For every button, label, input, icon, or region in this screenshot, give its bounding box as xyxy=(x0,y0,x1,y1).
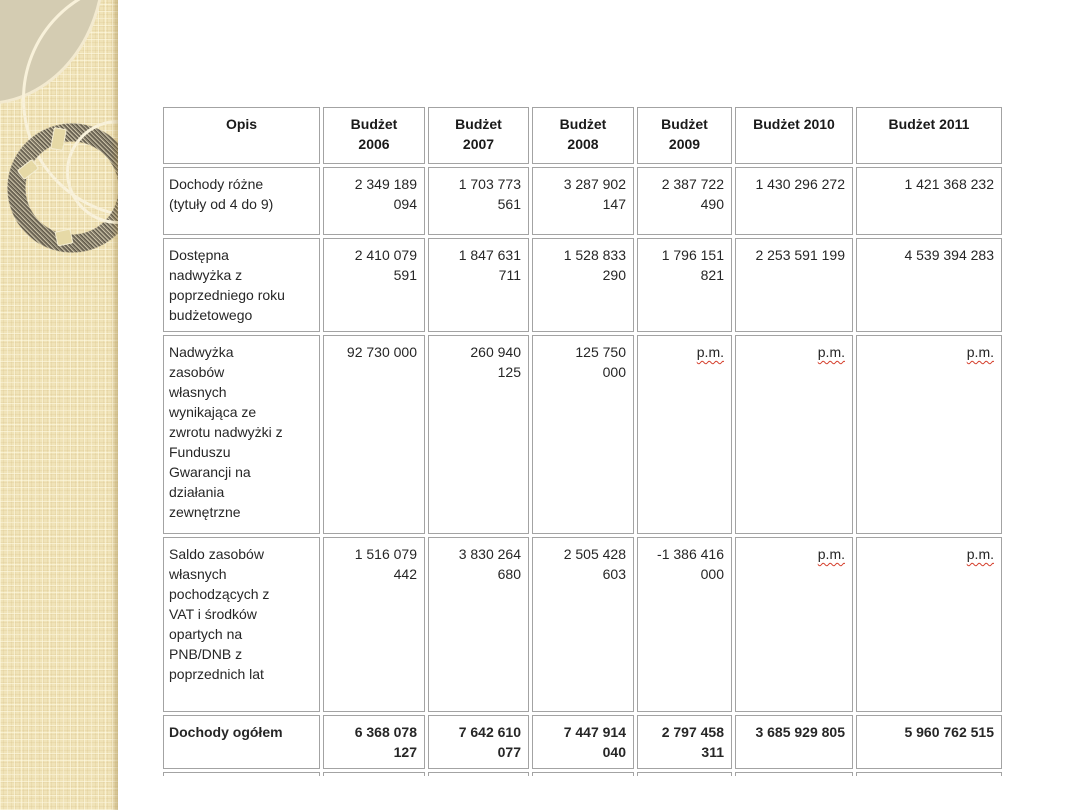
value-cell: 92 730 000 xyxy=(323,335,425,534)
row-label-cell: Nadwyżka zasobów własnych wynikająca ze … xyxy=(163,335,320,534)
value-cell: 1 703 773 561 xyxy=(428,167,529,235)
row-label-cell: Dostępna nadwyżka z poprzedniego roku bu… xyxy=(163,238,320,332)
row-label-cell xyxy=(163,772,320,776)
value-cell: 3 830 264 680 xyxy=(428,537,529,712)
value-cell: 1 516 079 442 xyxy=(323,537,425,712)
row-label-cell: Saldo zasobów własnych pochodzących z VA… xyxy=(163,537,320,712)
value-cell: 3 685 929 805 xyxy=(735,715,853,769)
value-cell: 6 368 078 127 xyxy=(323,715,425,769)
value-cell: 2 253 591 199 xyxy=(735,238,853,332)
value-cell: 1 528 833 290 xyxy=(532,238,634,332)
value-cell: 4 539 394 283 xyxy=(856,238,1002,332)
value-cell xyxy=(637,772,732,776)
column-header-b2007: Budżet 2007 xyxy=(428,107,529,164)
pm-value: p.m. xyxy=(817,546,845,562)
table-header-row: Opis Budżet 2006 Budżet 2007 Budżet 2008 Bud… xyxy=(163,107,1002,164)
column-header-b2006: Budżet 2006 xyxy=(323,107,425,164)
value-cell: 2 410 079 591 xyxy=(323,238,425,332)
table-row-partial xyxy=(163,772,1002,776)
value-cell: 7 642 610 077 xyxy=(428,715,529,769)
value-cell: 2 349 189 094 xyxy=(323,167,425,235)
value-cell: 7 447 914 040 xyxy=(532,715,634,769)
value-cell: p.m. xyxy=(735,335,853,534)
pm-value: p.m. xyxy=(966,546,994,562)
column-header-b2008: Budżet 2008 xyxy=(532,107,634,164)
value-cell: -1 386 416 000 xyxy=(637,537,732,712)
value-cell: 1 847 631 711 xyxy=(428,238,529,332)
budget-table: Opis Budżet 2006 Budżet 2007 Budżet 2008 Bud… xyxy=(160,104,1005,776)
value-cell xyxy=(323,772,425,776)
value-cell: 2 797 458 311 xyxy=(637,715,732,769)
column-header-b2010: Budżet 2010 xyxy=(735,107,853,164)
value-cell: p.m. xyxy=(735,537,853,712)
value-cell xyxy=(428,772,529,776)
value-cell: p.m. xyxy=(637,335,732,534)
value-cell: 1 430 296 272 xyxy=(735,167,853,235)
value-cell: 5 960 762 515 xyxy=(856,715,1002,769)
row-label-cell: Dochody ogółem xyxy=(163,715,320,769)
value-cell: 1 421 368 232 xyxy=(856,167,1002,235)
budget-table-container: Opis Budżet 2006 Budżet 2007 Budżet 2008 Bud… xyxy=(160,104,1008,776)
value-cell: 125 750 000 xyxy=(532,335,634,534)
table-row: Dochody ogółem 6 368 078 127 7 642 610 077… xyxy=(163,715,1002,769)
row-label-cell: Dochody różne (tytuły od 4 do 9) xyxy=(163,167,320,235)
value-cell: 2 387 722 490 xyxy=(637,167,732,235)
table-row: Saldo zasobów własnych pochodzących z VA… xyxy=(163,537,1002,712)
pm-value: p.m. xyxy=(966,344,994,360)
decorative-sidebar xyxy=(0,0,118,810)
column-header-b2011: Budżet 2011 xyxy=(856,107,1002,164)
value-cell: 3 287 902 147 xyxy=(532,167,634,235)
table-row: Dostępna nadwyżka z poprzedniego roku bu… xyxy=(163,238,1002,332)
table-row: Nadwyżka zasobów własnych wynikająca ze … xyxy=(163,335,1002,534)
value-cell xyxy=(856,772,1002,776)
pm-value: p.m. xyxy=(696,344,724,360)
value-cell: 1 796 151 821 xyxy=(637,238,732,332)
table-row: Dochody różne (tytuły od 4 do 9) 2 349 18… xyxy=(163,167,1002,235)
column-header-opis: Opis xyxy=(163,107,320,164)
value-cell: 260 940 125 xyxy=(428,335,529,534)
column-header-b2009: Budżet 2009 xyxy=(637,107,732,164)
value-cell: p.m. xyxy=(856,335,1002,534)
value-cell xyxy=(735,772,853,776)
value-cell: 2 505 428 603 xyxy=(532,537,634,712)
value-cell: p.m. xyxy=(856,537,1002,712)
value-cell xyxy=(532,772,634,776)
pm-value: p.m. xyxy=(817,344,845,360)
